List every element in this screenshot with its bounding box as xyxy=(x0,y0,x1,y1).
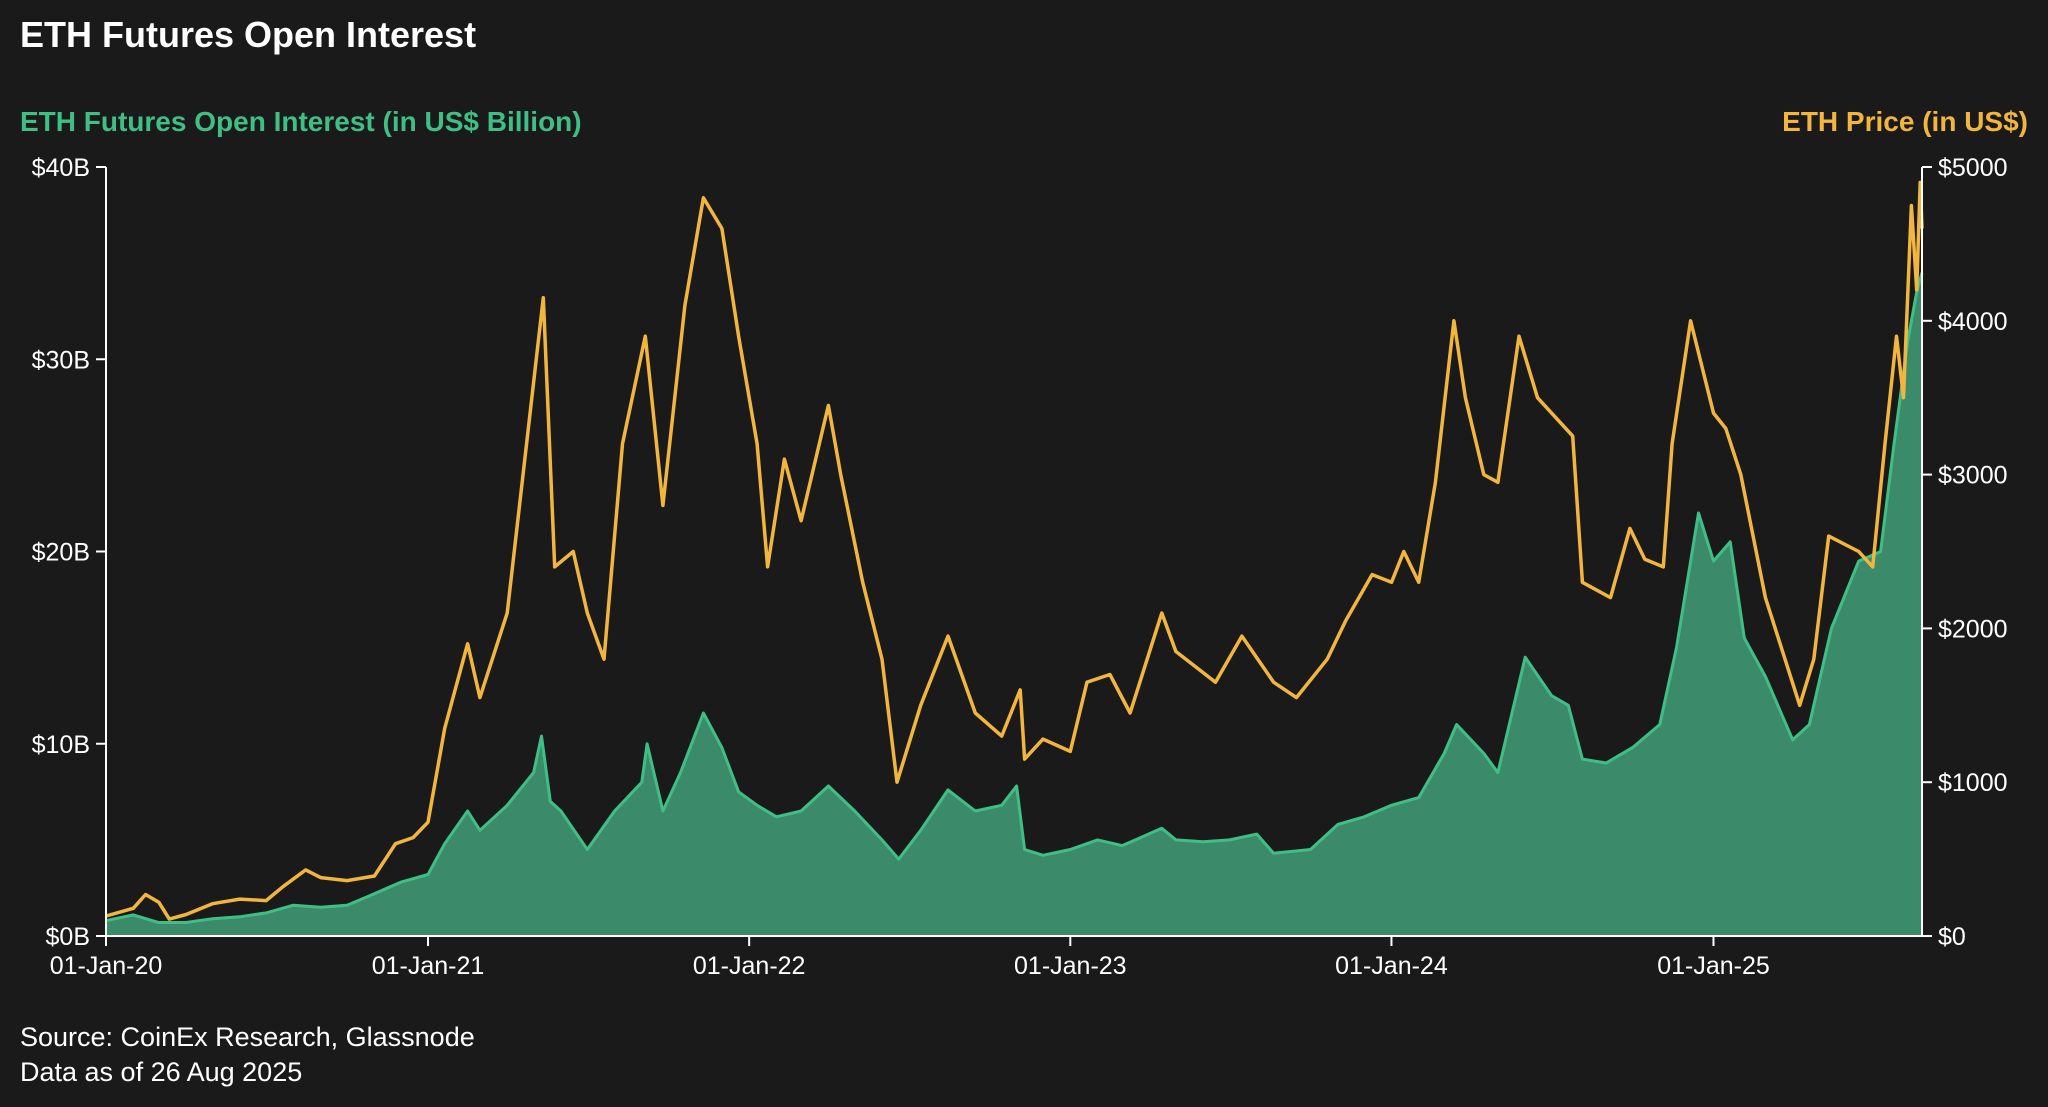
x-tick-label: 01-Jan-25 xyxy=(1657,952,1770,980)
oi-line xyxy=(105,272,1924,924)
y-right-tick-label: $0 xyxy=(1938,923,1966,951)
y-left-tick-label: $30B xyxy=(32,346,90,374)
source-note: Source: CoinEx Research, Glassnode xyxy=(20,1022,475,1052)
y-left-tick-label: $10B xyxy=(32,731,90,759)
y-left-tick-label: $20B xyxy=(32,539,90,567)
y-right-tick-label: $3000 xyxy=(1938,462,2008,490)
y-left-tick-label: $0B xyxy=(46,923,90,951)
chart-title: ETH Futures Open Interest xyxy=(20,14,477,55)
y-right-tick-label: $4000 xyxy=(1938,308,2008,336)
as-of-note: Data as of 26 Aug 2025 xyxy=(20,1057,303,1087)
left-axis-label: ETH Futures Open Interest (in US$ Billio… xyxy=(20,106,582,137)
price-line xyxy=(105,180,1924,921)
x-tick-label: 01-Jan-23 xyxy=(1014,952,1127,980)
y-right-tick-label: $2000 xyxy=(1938,615,2008,643)
y-right-tick-label: $1000 xyxy=(1938,769,2008,797)
x-tick-label: 01-Jan-22 xyxy=(693,952,806,980)
x-tick-label: 01-Jan-21 xyxy=(372,952,485,980)
x-tick-label: 01-Jan-24 xyxy=(1335,952,1448,980)
y-right-tick-label: $5000 xyxy=(1938,154,2008,182)
x-tick-label: 01-Jan-20 xyxy=(50,952,163,980)
y-left-tick-label: $40B xyxy=(32,154,90,182)
right-axis-label: ETH Price (in US$) xyxy=(1782,106,2028,137)
oi-area xyxy=(106,272,1922,936)
